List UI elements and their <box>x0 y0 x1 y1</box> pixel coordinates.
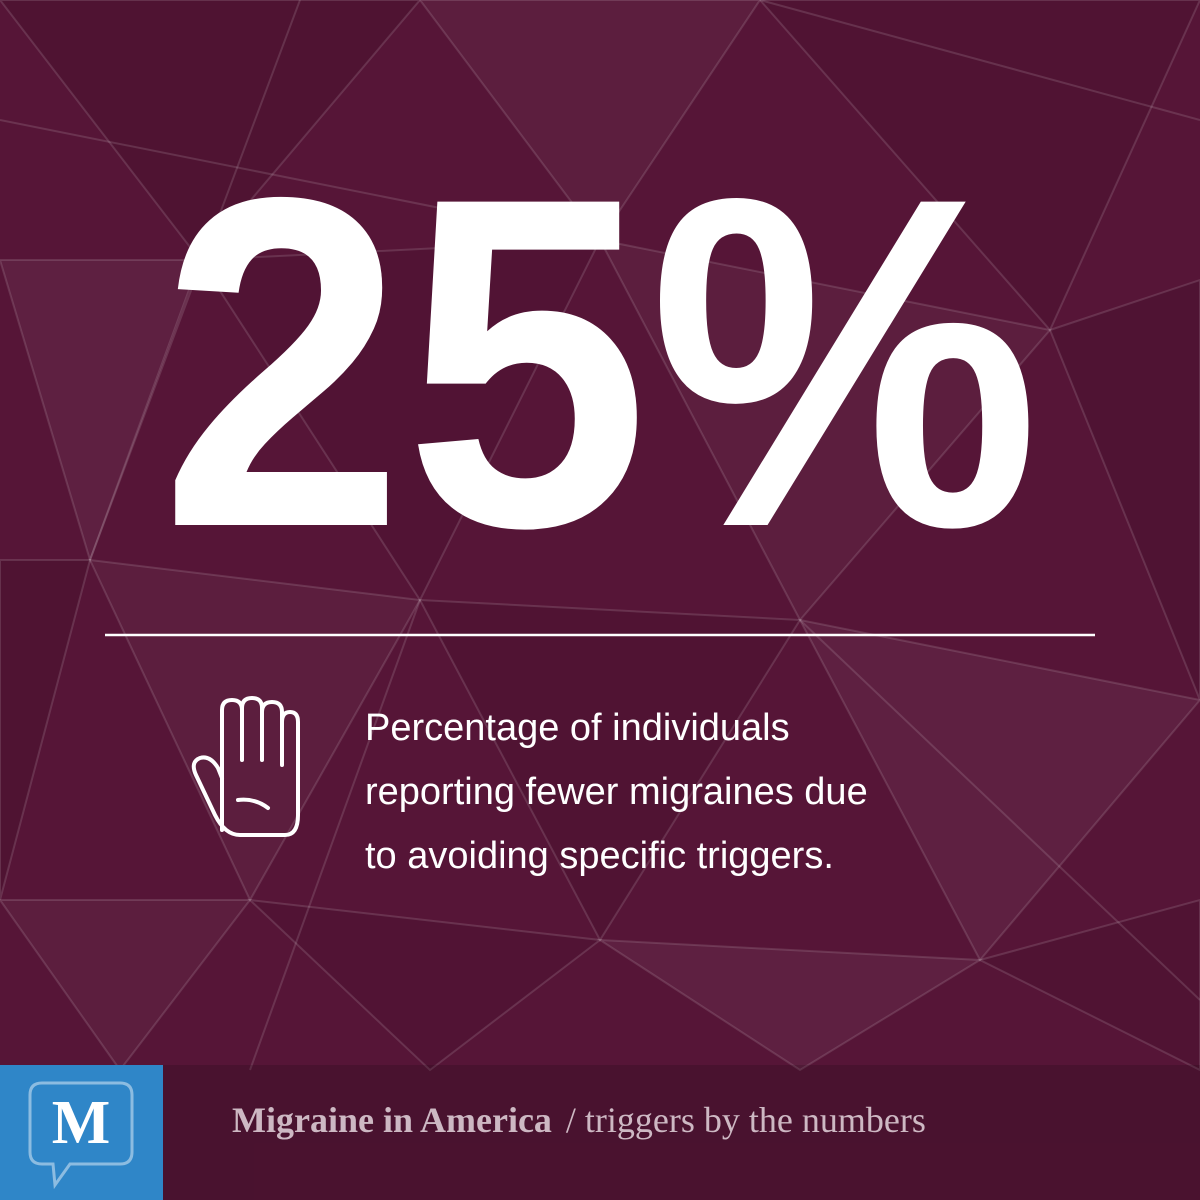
logo-letter: M <box>52 1089 111 1157</box>
logo-box <box>0 1065 163 1200</box>
description-line: Percentage of individuals <box>365 707 790 749</box>
description-line: reporting fewer migraines due <box>365 771 868 813</box>
footer-subtitle: / triggers by the numbers <box>566 1100 926 1140</box>
stat: 25% <box>160 100 1040 625</box>
description-line: to avoiding specific triggers. <box>365 835 834 877</box>
description: Percentage of individuals reporting fewe… <box>365 707 868 877</box>
footer-title: Migraine in America <box>232 1100 552 1140</box>
footer-band <box>0 1065 1200 1200</box>
hand-icon <box>191 696 300 837</box>
footer-text: Migraine in America / triggers by the num… <box>232 1100 926 1140</box>
background-pattern <box>0 0 1200 1072</box>
logo-bubble <box>28 1081 134 1190</box>
